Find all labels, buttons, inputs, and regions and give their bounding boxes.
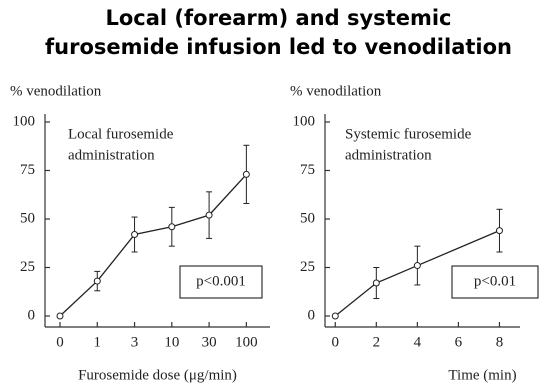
x-tick-label: 3 [131, 334, 139, 350]
page-title: Local (forearm) and systemic furosemide … [45, 6, 512, 59]
data-point [372, 279, 380, 287]
y-tick-label: 100 [13, 113, 36, 129]
x-tick-label: 8 [496, 334, 504, 350]
line [334, 230, 500, 317]
annotation: Local furosemide [68, 126, 174, 142]
x-tick-label: 30 [202, 334, 217, 350]
y-axis-label: % venodilation [290, 83, 382, 99]
y-axis-label: % venodilation [10, 83, 102, 99]
data-point [331, 312, 339, 320]
x-tick-label: 4 [414, 334, 422, 350]
annotation: administration [345, 147, 432, 163]
x-tick-label: 2 [373, 334, 381, 350]
data-point [205, 211, 213, 219]
x-tick-label: 6 [455, 334, 463, 350]
p-value: p<0.01 [474, 273, 516, 289]
data-point [131, 231, 139, 239]
x-tick-label: 10 [164, 334, 179, 350]
p-value-box [179, 265, 263, 299]
y-tick-label: 50 [300, 210, 315, 226]
y-tick-label: 25 [20, 259, 35, 275]
annotation: Systemic furosemide [345, 126, 472, 142]
title-box: Local (forearm) and systemic furosemide … [0, 4, 557, 62]
p-value-box [451, 265, 539, 299]
x-tick-label: 0 [56, 334, 64, 350]
data-point [495, 227, 503, 235]
x-axis-label: Furosemide dose (μg/min) [78, 367, 237, 383]
y-tick-label: 50 [20, 210, 35, 226]
data-point [242, 170, 250, 178]
y-tick-label: 25 [300, 259, 315, 275]
y-tick-label: 75 [300, 162, 315, 178]
y-tick-label: 0 [308, 307, 316, 323]
data-point [413, 262, 421, 270]
y-tick-label: 75 [20, 162, 35, 178]
p-value: p<0.001 [196, 273, 246, 289]
line [59, 173, 247, 317]
data-point [93, 277, 101, 285]
annotation: administration [68, 147, 155, 163]
x-tick-label: 1 [94, 334, 102, 350]
data-point [168, 223, 176, 231]
y-tick-label: 100 [293, 113, 316, 129]
x-tick-label: 100 [235, 334, 258, 350]
y-tick-label: 0 [28, 307, 36, 323]
x-tick-label: 0 [332, 334, 340, 350]
x-axis-label: Time (min) [448, 367, 516, 383]
data-point [56, 312, 64, 320]
